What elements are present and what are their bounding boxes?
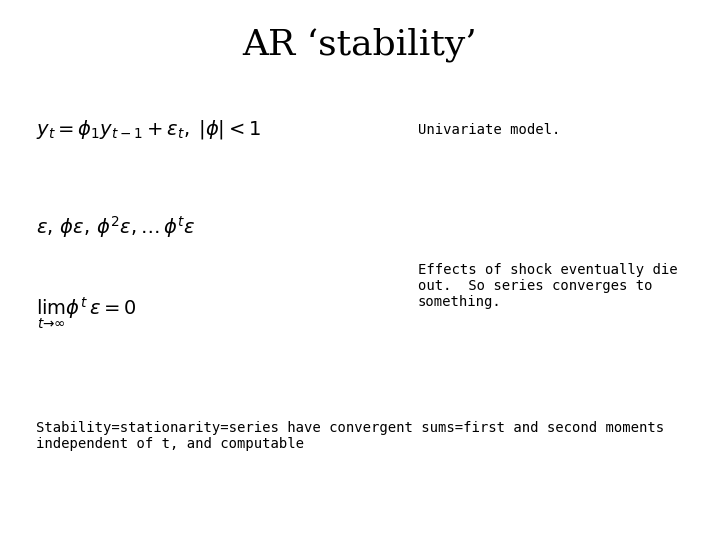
Text: $\lim_{t\to\infty} \phi^t\varepsilon = 0$: $\lim_{t\to\infty} \phi^t\varepsilon = 0… — [36, 295, 137, 331]
Text: Effects of shock eventually die
out.  So series converges to
something.: Effects of shock eventually die out. So … — [418, 263, 678, 309]
Text: AR ‘stability’: AR ‘stability’ — [243, 27, 477, 62]
Text: Univariate model.: Univariate model. — [418, 123, 560, 137]
Text: $y_t = \phi_{1}y_{t-1} + \varepsilon_t,\;|\phi| < 1$: $y_t = \phi_{1}y_{t-1} + \varepsilon_t,\… — [36, 118, 261, 141]
Text: $\varepsilon,\, \phi\varepsilon,\, \phi^2\varepsilon,\ldots\,\phi^t\varepsilon$: $\varepsilon,\, \phi\varepsilon,\, \phi^… — [36, 214, 195, 240]
Text: Stability=stationarity=series have convergent sums=first and second moments
inde: Stability=stationarity=series have conve… — [36, 421, 664, 451]
